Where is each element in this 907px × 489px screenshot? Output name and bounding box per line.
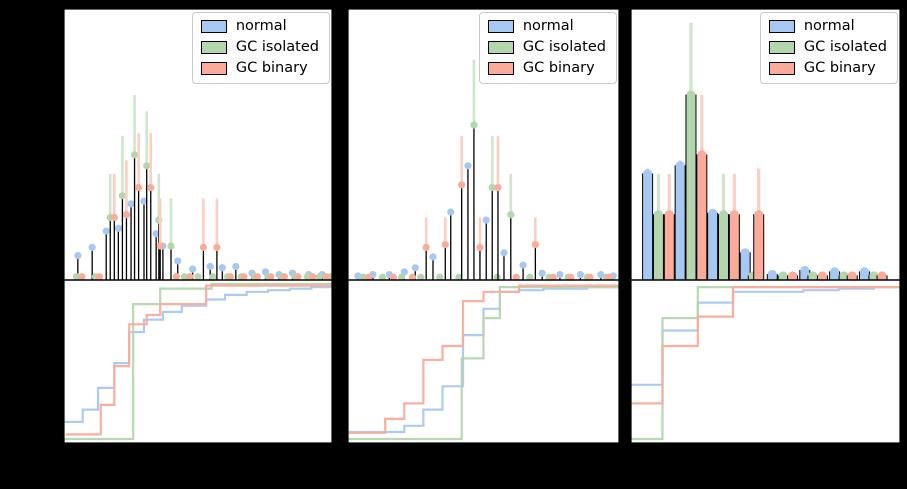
- gc-binary-swatch-icon: [200, 62, 227, 76]
- legend-label-gc-binary: GC binary: [803, 59, 876, 76]
- legend-label-gc-isolated: GC isolated: [522, 38, 606, 55]
- legend-item-normal: normal: [200, 18, 319, 35]
- legend-item-normal: normal: [768, 18, 887, 35]
- legend-item-gc-binary: GC binary: [768, 59, 887, 77]
- panel-2-legend: normal GC isolated GC binary: [478, 12, 617, 84]
- legend-label-normal: normal: [522, 18, 574, 34]
- panel-2: normal GC isolated GC binary: [347, 8, 620, 444]
- normal-swatch-icon: [200, 20, 227, 34]
- panel-3-legend: normal GC isolated GC binary: [759, 12, 898, 84]
- gc-isolated-swatch-icon: [487, 41, 514, 55]
- legend-item-gc-binary: GC binary: [200, 59, 319, 77]
- panel-1-legend: normal GC isolated GC binary: [191, 12, 330, 84]
- legend-label-gc-isolated: GC isolated: [235, 38, 319, 55]
- gc-binary-swatch-icon: [768, 62, 795, 76]
- legend-item-gc-isolated: GC isolated: [487, 38, 606, 56]
- legend-label-gc-binary: GC binary: [235, 59, 308, 76]
- gc-isolated-swatch-icon: [200, 41, 227, 55]
- legend-label-normal: normal: [803, 18, 855, 34]
- legend-label-gc-isolated: GC isolated: [803, 38, 887, 55]
- legend-item-gc-isolated: GC isolated: [768, 38, 887, 56]
- legend-label-gc-binary: GC binary: [522, 59, 595, 76]
- legend-label-normal: normal: [235, 18, 287, 34]
- normal-swatch-icon: [768, 20, 795, 34]
- legend-item-gc-binary: GC binary: [487, 59, 606, 77]
- gc-binary-swatch-icon: [487, 62, 514, 76]
- normal-swatch-icon: [487, 20, 514, 34]
- legend-item-normal: normal: [487, 18, 606, 35]
- gc-isolated-swatch-icon: [768, 41, 795, 55]
- panel-3: normal GC isolated GC binary: [630, 8, 901, 444]
- legend-item-gc-isolated: GC isolated: [200, 38, 319, 56]
- panel-1: normal GC isolated GC binary: [63, 8, 333, 444]
